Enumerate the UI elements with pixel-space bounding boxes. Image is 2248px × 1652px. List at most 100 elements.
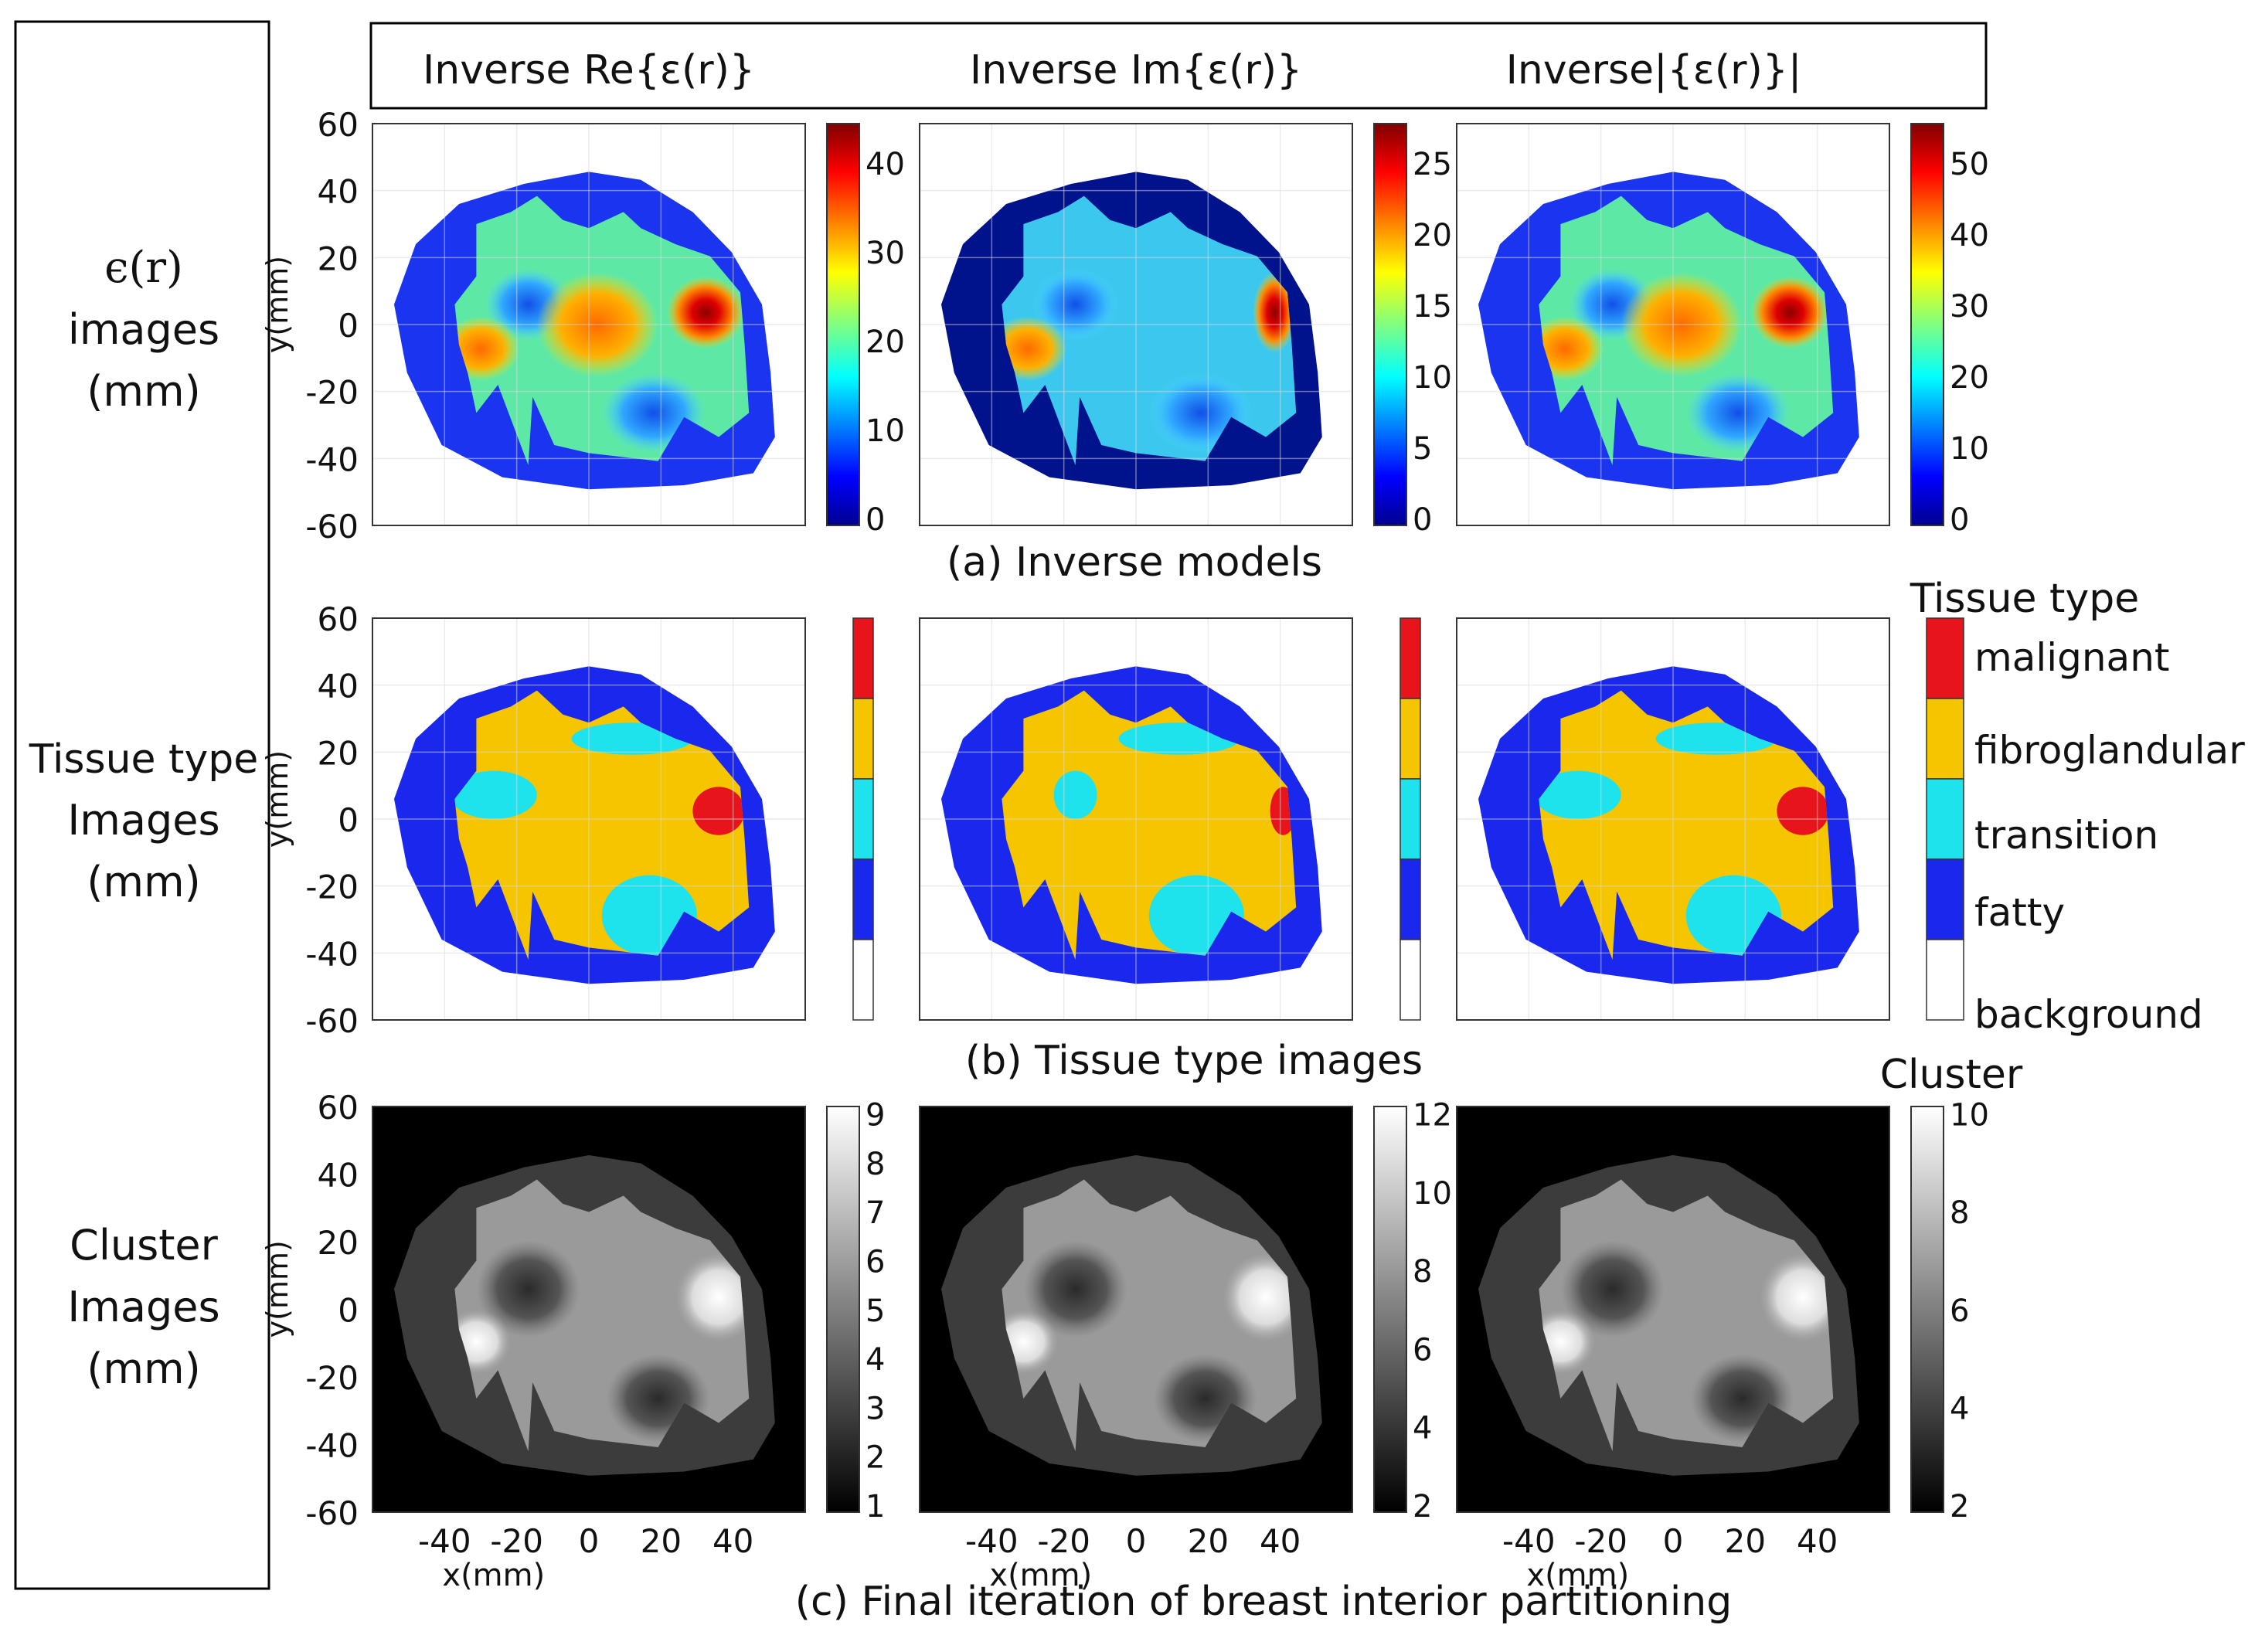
- caption-c: (c) Final iteration of breast interior p…: [795, 1579, 1732, 1625]
- y-tick-label: 0: [338, 307, 359, 345]
- y-tick-label: 0: [338, 1292, 359, 1330]
- tissue-colorbar-segment: [1926, 939, 1964, 1021]
- row-label-2-line1: Tissue type: [29, 736, 258, 783]
- tissue-label-background: background: [1974, 992, 2203, 1037]
- colorbar-tick-label: 7: [866, 1195, 885, 1231]
- tissue-colorbar-segment: [852, 617, 874, 699]
- x-tick-label: 40: [1797, 1522, 1838, 1560]
- colorbar-tick-label: 20: [866, 325, 905, 360]
- colorbar-tick-label: 6: [1413, 1332, 1432, 1368]
- x-tick-label: 20: [1725, 1522, 1766, 1560]
- panel-r3-c3: -40 -20 0 20 40 x(mm) 10 8 6 4 2: [1456, 1098, 1989, 1593]
- col-title-re: Inverse Re{ε(r)}: [423, 47, 755, 93]
- tissue-label-fibroglandular: fibroglandular: [1974, 728, 2245, 773]
- colorbar-tick-label: 20: [1413, 218, 1452, 253]
- y-tick-label: 20: [318, 240, 359, 277]
- y-tick-label: 0: [338, 801, 359, 839]
- colorbar-tick-label: 4: [1413, 1411, 1432, 1446]
- row-label-1-line2: images: [68, 305, 219, 354]
- x-axis-label: x(mm): [989, 1558, 1092, 1593]
- tissue-label-malignant: malignant: [1974, 635, 2170, 680]
- tissue-colorbar-segment: [852, 939, 874, 1021]
- x-tick-label: -40: [418, 1522, 471, 1560]
- colorbar-tick-label: 6: [866, 1244, 885, 1280]
- tissue-colorbar-segment: [1926, 778, 1964, 860]
- y-tick-label: -20: [305, 1359, 359, 1397]
- colorbar: [1910, 1106, 1944, 1513]
- y-tick-label: 40: [318, 173, 359, 211]
- y-tick-label: 60: [318, 1089, 359, 1127]
- tumor-hotspot: [1253, 272, 1297, 353]
- y-axis-label: y(mm): [260, 256, 294, 353]
- colorbar: [1373, 123, 1407, 526]
- row-label-frame: [14, 20, 270, 1590]
- colorbar-tick-label: 2: [866, 1440, 885, 1476]
- colorbar-tick-label: 30: [866, 236, 905, 271]
- colorbar-tick-label: 6: [1950, 1293, 1969, 1329]
- colorbar-tick-label: 4: [1950, 1391, 1969, 1426]
- x-axis-label: x(mm): [1526, 1558, 1629, 1593]
- axes-frame: [1456, 123, 1890, 526]
- y-tick-label: 60: [318, 600, 359, 638]
- colorbar-tick-label: 8: [866, 1147, 885, 1182]
- tissue-colorbar-segment: [1926, 617, 1964, 699]
- colorbar-tick-label: 1: [866, 1489, 885, 1525]
- col-title-abs: Inverse|{ε(r)}|: [1506, 47, 1802, 93]
- x-tick-label: 20: [1188, 1522, 1229, 1560]
- colorbar-tick-label: 10: [1950, 1098, 1989, 1134]
- row-label-2-line2: Images: [67, 796, 219, 845]
- x-tick-label: 0: [1663, 1522, 1684, 1560]
- y-tick-label: -60: [305, 1002, 359, 1040]
- colorbar-tick-label: 8: [1413, 1254, 1432, 1290]
- dark-cluster: [1023, 1240, 1127, 1338]
- axes-frame: [919, 123, 1353, 526]
- row-label-1-line1: ϵ(r): [104, 243, 183, 293]
- row-label-1: ϵ(r) images (mm): [68, 243, 219, 416]
- tissue-colorbar-segment: [1399, 939, 1421, 1021]
- row-label-2-line3: (mm): [87, 858, 200, 906]
- tissue-colorbar-segment: [1399, 698, 1421, 780]
- x-tick-label: -20: [1037, 1522, 1090, 1560]
- tissue-label-fatty: fatty: [1974, 890, 2065, 935]
- axes-frame: [919, 1106, 1353, 1513]
- caption-b: (b) Tissue type images: [965, 1038, 1423, 1084]
- y-tick-label: 20: [318, 1224, 359, 1262]
- tissue-legend-title: Tissue type: [1910, 576, 2139, 622]
- panel-r1-c3: 50 40 30 20 10 0: [1456, 123, 1989, 538]
- caption-a: (a) Inverse models: [947, 539, 1322, 586]
- panel-r2-c2: [919, 617, 1421, 1021]
- cool-spot: [1032, 268, 1119, 341]
- y-tick-label: 60: [318, 106, 359, 144]
- tissue-colorbar-segment: [1926, 698, 1964, 780]
- colorbar-tick-label: 40: [1950, 218, 1989, 253]
- y-tick-label: -40: [305, 1427, 359, 1465]
- colorbar-tick-label: 10: [1950, 431, 1989, 467]
- colorbar-tick-label: 8: [1950, 1195, 1969, 1231]
- colorbar-tick-label: 50: [1950, 147, 1989, 182]
- axes-frame: [1456, 617, 1890, 1021]
- x-tick-label: 40: [712, 1522, 753, 1560]
- colorbar-tick-label: 4: [866, 1342, 885, 1378]
- colorbar-tick-label: 0: [866, 502, 885, 538]
- y-tick-label: 40: [318, 668, 359, 705]
- panel-r2-c3: [1456, 617, 1964, 1021]
- axes-frame: [372, 123, 806, 526]
- y-tick-label: 20: [318, 734, 359, 772]
- y-axis-label: y(mm): [260, 750, 294, 848]
- colorbar-tick-label: 3: [866, 1391, 885, 1426]
- colorbar-tick-label: 40: [866, 147, 905, 182]
- row-label-3-line3: (mm): [87, 1344, 200, 1393]
- x-tick-label: -20: [490, 1522, 543, 1560]
- y-tick-label: -40: [305, 935, 359, 973]
- colorbar-tick-label: 0: [1950, 502, 1969, 538]
- y-tick-label: 40: [318, 1157, 359, 1195]
- axes-frame: [919, 617, 1353, 1021]
- panel-r3-c1: 60 40 20 0 -20 -40 -60 y(mm) -40 -20 0 20 40 x(mm) 9 8 7…: [260, 1089, 885, 1593]
- x-tick-label: 0: [1126, 1522, 1147, 1560]
- y-tick-label: -20: [305, 374, 359, 412]
- panel-r1-c2: 25 20 15 10 5 0: [919, 123, 1452, 538]
- column-header-frame: [369, 22, 1988, 110]
- colorbar: [826, 123, 860, 526]
- dark-cluster: [1560, 1240, 1665, 1338]
- colorbar-tick-label: 25: [1413, 147, 1452, 182]
